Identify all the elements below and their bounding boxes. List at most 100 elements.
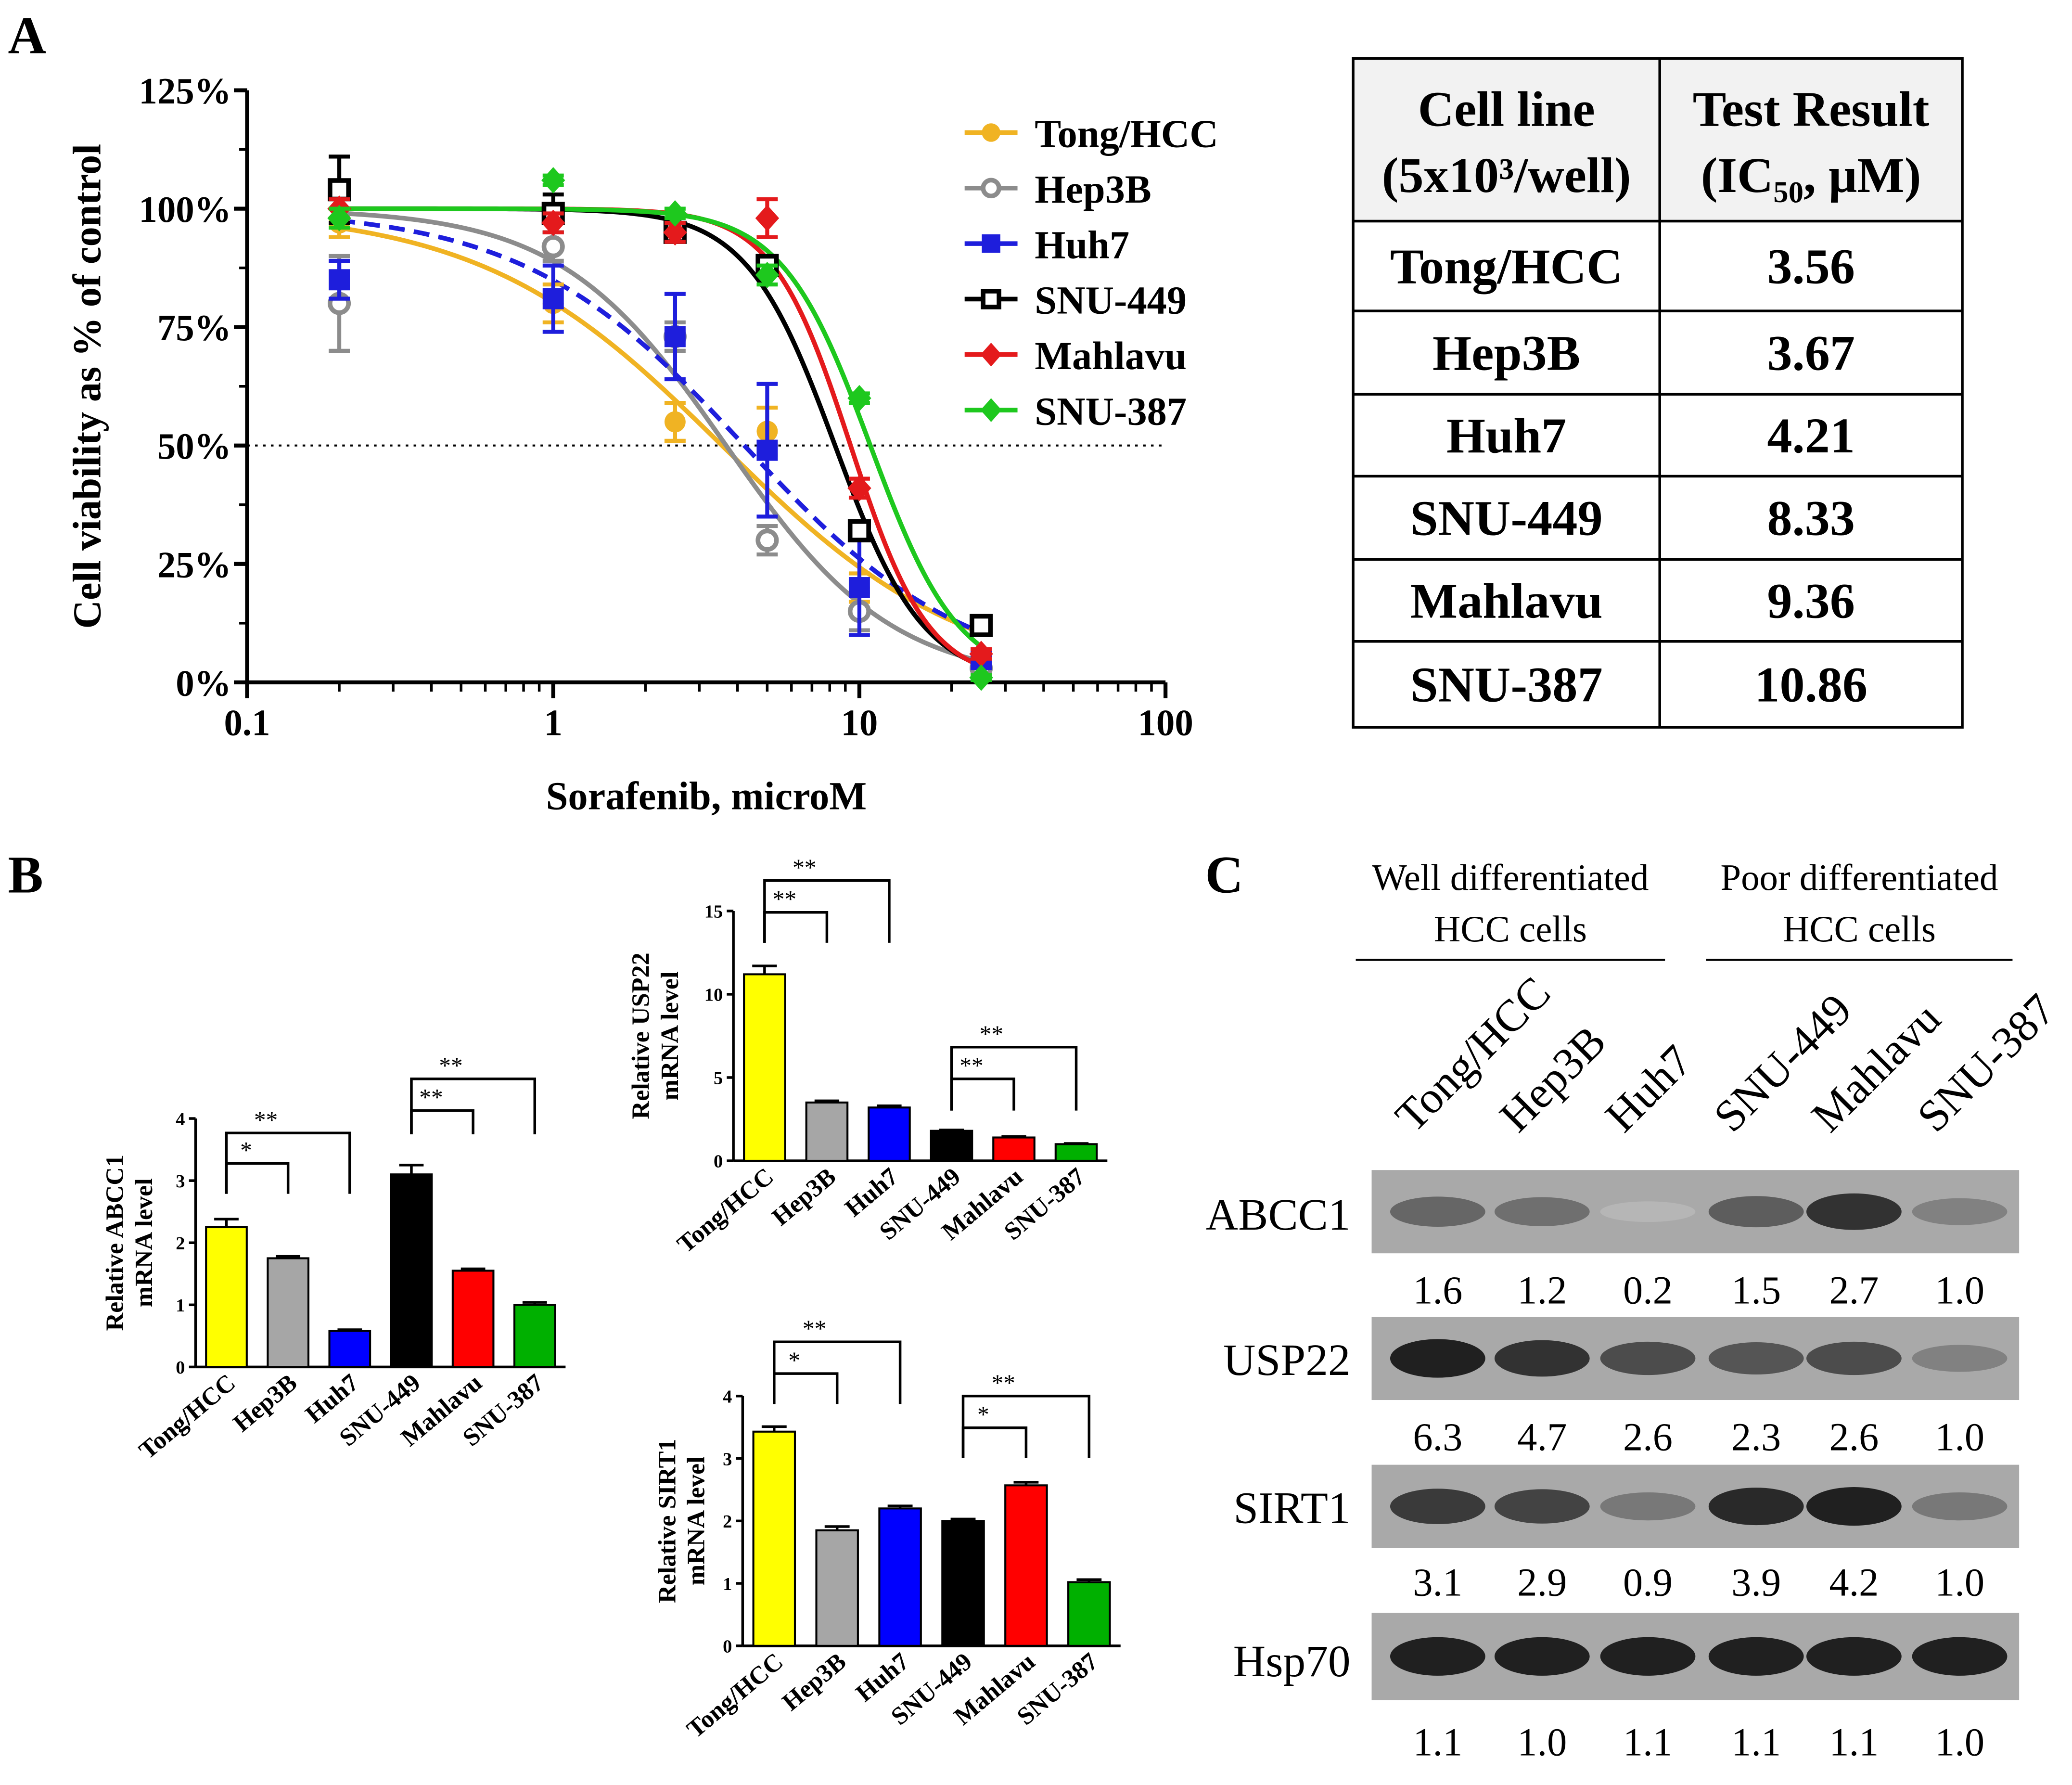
blot-usp22: USP22 6.3 4.7 2.6 2.3 2.6 1.0 — [1223, 1317, 2020, 1459]
data-point — [847, 519, 871, 542]
y-axis-title: Relative ABCC1 — [101, 1155, 128, 1331]
y-tick-label: 2 — [176, 1233, 185, 1254]
panel-label-a: A — [8, 6, 46, 65]
band — [1806, 1341, 1902, 1375]
table-header: Cell line — [1418, 81, 1595, 137]
band-quantification: 1.6 — [1413, 1269, 1462, 1312]
x-tick-label: Tong/HCC — [134, 1369, 241, 1464]
band — [1600, 1492, 1696, 1521]
group-header: HCC cells — [1434, 908, 1587, 950]
table-cell-cell-line: Tong/HCC — [1390, 239, 1623, 295]
series-huh7 — [329, 258, 992, 670]
band — [1390, 1637, 1485, 1676]
significance-marker: ** — [439, 1053, 462, 1079]
band — [1806, 1487, 1902, 1526]
table-cell-ic50: 3.56 — [1767, 239, 1855, 295]
bar-snu-387 — [513, 1304, 556, 1368]
bar-snu-449 — [941, 1520, 985, 1647]
table-cell-ic50: 3.67 — [1767, 325, 1855, 381]
western-blot: Well differentiated HCC cells Poor differe… — [1206, 857, 2065, 1764]
x-tick-label: Tong/HCC — [672, 1163, 779, 1258]
sirt1-bar-chart: 0 1 2 3 4 Relative SIRT1 mRNA level Tong/HCCHep… — [653, 1315, 1121, 1744]
band-quantification: 1.0 — [1935, 1721, 1984, 1764]
significance-bracket — [961, 1395, 1091, 1458]
band — [1708, 1196, 1804, 1228]
usp22-bar-chart: 0 5 10 15 Relative USP22 mRNA level Tong/HCCHe… — [627, 854, 1108, 1258]
bar-snu-449 — [390, 1173, 433, 1368]
significance-marker: ** — [992, 1370, 1015, 1396]
data-point — [847, 475, 871, 501]
y-tick-label: 0% — [176, 662, 231, 704]
band — [1600, 1201, 1696, 1222]
legend-label: Hep3B — [1035, 167, 1151, 211]
bar-hep3b — [805, 1101, 849, 1162]
data-point — [541, 167, 565, 194]
table-cell-ic50: 9.36 — [1767, 573, 1855, 629]
data-point — [755, 205, 780, 231]
legend-label: SNU-387 — [1035, 389, 1187, 433]
legend-label: Mahlavu — [1035, 334, 1187, 378]
series-mahlavu — [327, 195, 993, 668]
band-quantification: 1.5 — [1731, 1269, 1781, 1312]
y-tick-label: 25% — [157, 544, 231, 585]
bar-mahlavu — [451, 1270, 495, 1368]
data-point — [982, 123, 1000, 142]
table-cell-ic50: 4.21 — [1767, 408, 1855, 463]
significance-marker: ** — [419, 1084, 443, 1111]
data-point — [541, 209, 565, 236]
significance-bracket — [773, 1372, 839, 1404]
legend-label: Huh7 — [1035, 223, 1129, 267]
band — [1600, 1341, 1696, 1375]
y-tick-label: 4 — [176, 1109, 185, 1130]
significance-marker: ** — [254, 1106, 278, 1133]
data-point — [981, 289, 1001, 309]
band-quantification: 2.6 — [1623, 1415, 1673, 1459]
significance-marker: * — [977, 1401, 989, 1428]
series-tong-hcc — [329, 206, 992, 670]
blot-label: Hsp70 — [1233, 1637, 1351, 1686]
bar-snu-387 — [1054, 1143, 1098, 1162]
y-tick-label: 1 — [723, 1574, 732, 1594]
y-tick-label: 50% — [157, 425, 231, 467]
band — [1494, 1340, 1590, 1377]
bar-tong-hcc — [743, 973, 786, 1162]
band — [1390, 1489, 1485, 1524]
fit-curve-tong-hcc — [339, 225, 982, 635]
x-tick-label: Hep3B — [228, 1369, 302, 1437]
data-point — [970, 614, 993, 637]
y-axis-title: mRNA level — [656, 971, 684, 1100]
table-cell-ic50: 8.33 — [1767, 490, 1855, 546]
band-quantification: 0.9 — [1623, 1560, 1673, 1604]
y-tick-label: 15 — [704, 902, 723, 922]
significance-marker: * — [240, 1137, 252, 1163]
band — [1390, 1196, 1485, 1227]
data-point — [664, 411, 686, 433]
significance-bracket — [225, 1131, 351, 1194]
bar-huh7 — [878, 1507, 922, 1647]
series-hep3b — [328, 230, 993, 680]
fit-curve-hep3b — [339, 211, 982, 664]
group-header: Well differentiated — [1372, 857, 1649, 898]
y-tick-label: 3 — [176, 1171, 185, 1192]
y-axis-title: mRNA level — [130, 1178, 158, 1307]
band-quantification: 1.0 — [1935, 1269, 1984, 1312]
y-tick-label: 5 — [714, 1068, 723, 1089]
y-tick-label: 1 — [176, 1296, 185, 1316]
y-axis-title: Relative USP22 — [627, 952, 654, 1119]
band — [1708, 1342, 1804, 1375]
bar-huh7 — [328, 1330, 371, 1368]
band — [1494, 1489, 1590, 1524]
x-axis-title: Sorafenib, microM — [546, 774, 867, 818]
band — [1806, 1637, 1902, 1676]
legend-label: SNU-449 — [1035, 279, 1187, 322]
y-tick-label: 125% — [139, 70, 231, 112]
band-quantification: 2.9 — [1517, 1560, 1567, 1604]
y-axis-title: mRNA level — [683, 1456, 710, 1585]
y-tick-label: 3 — [723, 1449, 732, 1469]
data-point — [755, 528, 779, 552]
data-point — [755, 261, 780, 288]
data-point — [848, 577, 870, 598]
table-cell-cell-line: SNU-387 — [1410, 657, 1603, 713]
y-tick-label: 0 — [714, 1152, 723, 1172]
